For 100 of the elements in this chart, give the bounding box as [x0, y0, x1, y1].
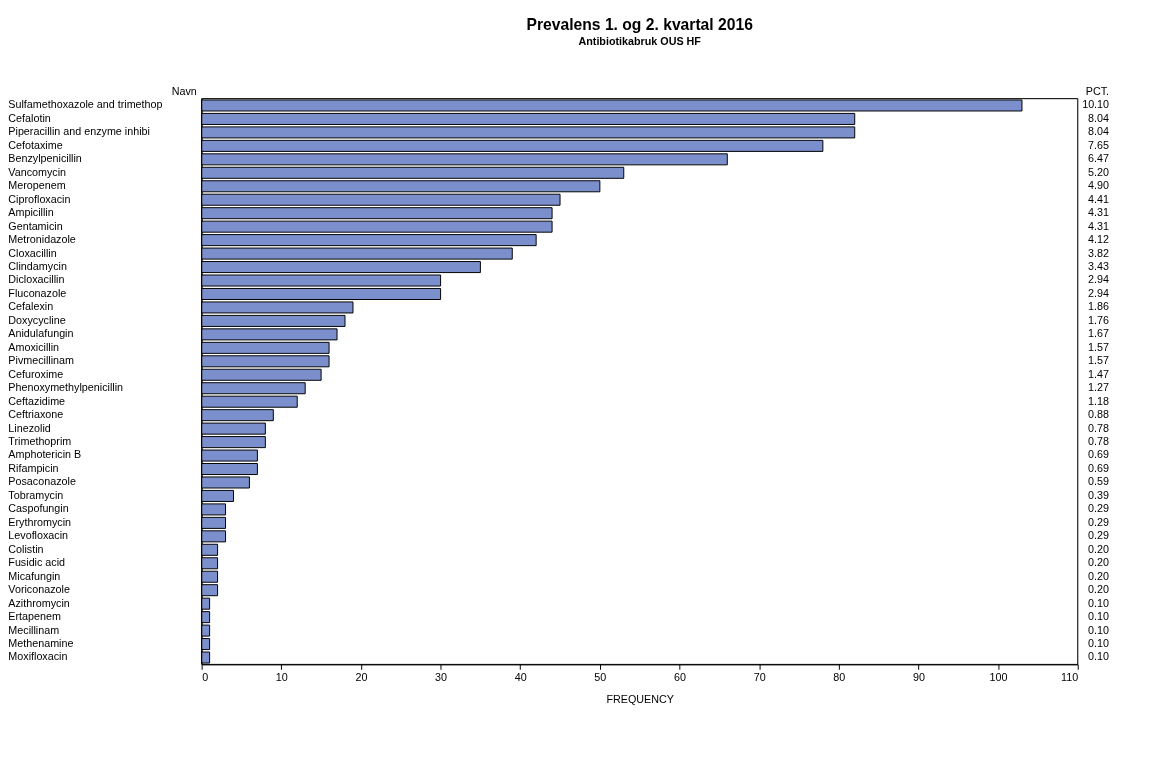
y-tick-label: Ciprofloxacin	[8, 192, 71, 205]
text: 0.10	[1088, 596, 1110, 609]
text: 4.31	[1088, 206, 1110, 219]
text: 0.78	[1088, 435, 1110, 448]
y-tick-label: Dicloxacillin	[8, 273, 65, 286]
text: 2.94	[1088, 273, 1110, 286]
text: 0.20	[1088, 542, 1110, 555]
x-tick-label: 100	[989, 670, 1008, 683]
y-tick-label: Benzylpenicillin	[8, 152, 82, 165]
y-axis-title: Navn	[171, 84, 197, 97]
text: 0.29	[1088, 515, 1110, 528]
text: 0.20	[1088, 569, 1110, 582]
y-tick-label: Micafungin	[8, 569, 61, 582]
x-tick-label: 40	[514, 670, 527, 683]
y-tick-label: Azithromycin	[8, 596, 70, 609]
y-tick-label: Voriconazole	[8, 583, 70, 596]
text: 1.27	[1088, 381, 1110, 394]
y-tick-label: Levofloxacin	[8, 529, 69, 542]
x-tick-label: 110	[1061, 670, 1079, 683]
y-tick-label: Posaconazole	[8, 475, 76, 488]
y-tick-label: Clindamycin	[8, 259, 67, 272]
text: 0.69	[1088, 448, 1110, 461]
x-tick-label: 10	[275, 670, 288, 683]
text: 1.57	[1088, 340, 1110, 353]
y-tick-label: Ertapenem	[8, 610, 61, 623]
x-tick-label: 80	[833, 670, 846, 683]
y-tick-label: Moxifloxacin	[8, 650, 68, 663]
text: 1.76	[1088, 313, 1110, 326]
text: 6.47	[1088, 152, 1110, 165]
text: 1.86	[1088, 300, 1110, 313]
text: 1.18	[1088, 394, 1110, 407]
y-tick-label: Piperacillin and enzyme inhibi	[8, 125, 150, 138]
y-tick-label: Rifampicin	[8, 461, 59, 474]
y-tick-label: Amoxicillin	[8, 340, 60, 353]
text: 4.90	[1088, 179, 1110, 192]
y-tick-label: Cloxacillin	[8, 246, 57, 259]
text: 8.04	[1088, 125, 1110, 138]
y-tick-label: Tobramycin	[8, 488, 64, 501]
y-tick-label: Cefotaxime	[8, 138, 63, 151]
text: 0.39	[1088, 488, 1110, 501]
text: 0.10	[1088, 650, 1110, 663]
text: 2.94	[1088, 286, 1110, 299]
y-tick-label: Cefuroxime	[8, 367, 64, 380]
text: 0.10	[1088, 623, 1110, 636]
y-tick-label: Sulfamethoxazole and trimethop	[8, 98, 163, 111]
y-tick-label: Ceftazidime	[8, 394, 66, 407]
y2-axis-title: PCT.	[1085, 84, 1110, 97]
text: 4.31	[1088, 219, 1110, 232]
y-tick-label: Mecillinam	[8, 623, 60, 636]
text: 0.59	[1088, 475, 1110, 488]
text: 0.20	[1088, 583, 1110, 596]
text: 5.20	[1088, 165, 1110, 178]
x-tick-label: 60	[674, 670, 686, 683]
y-tick-label: Vancomycin	[8, 165, 67, 178]
x-tick-label: 20	[355, 670, 368, 683]
text: 0.20	[1088, 556, 1110, 569]
text: 0.10	[1088, 610, 1110, 623]
y-tick-label: Gentamicin	[8, 219, 63, 232]
y-tick-label: Cefalexin	[8, 300, 54, 313]
y-tick-label: Phenoxymethylpenicillin	[8, 381, 124, 394]
text: 0.88	[1088, 408, 1110, 421]
text: 7.65	[1088, 138, 1110, 151]
text: 0.10	[1088, 637, 1110, 649]
text: 3.82	[1088, 246, 1110, 259]
y-tick-label: Anidulafungin	[8, 327, 74, 340]
y-tick-label: Ceftriaxone	[8, 408, 64, 421]
text: 0.29	[1088, 529, 1110, 542]
text: 0.29	[1088, 502, 1110, 515]
x-tick-label: 50	[594, 670, 607, 683]
y-tick-label: Caspofungin	[8, 502, 69, 515]
y-tick-label: Methenamine	[8, 637, 74, 649]
y-tick-label: Erythromycin	[8, 515, 72, 528]
x-tick-label: 30	[435, 670, 448, 683]
text: 3.43	[1088, 259, 1110, 272]
y-tick-label: Colistin	[8, 542, 44, 555]
text: 0.78	[1088, 421, 1110, 434]
text: 10.10	[1082, 98, 1110, 111]
y-tick-label: Linezolid	[8, 421, 51, 434]
y-tick-label: Meropenem	[8, 179, 66, 192]
text: 4.12	[1088, 233, 1110, 246]
x-tick-label: 90	[912, 670, 925, 683]
chart-subtitle: Antibiotikabruk OUS HF	[578, 34, 702, 47]
text: 1.57	[1088, 354, 1110, 367]
chart-title: Prevalens 1. og 2. kvartal 2016	[526, 16, 754, 34]
y-tick-label: Ampicillin	[8, 206, 54, 219]
text: 8.04	[1088, 111, 1110, 124]
text: 4.41	[1088, 192, 1110, 205]
y-tick-label: Pivmecillinam	[8, 354, 75, 367]
y-tick-label: Cefalotin	[8, 111, 51, 124]
text: 0.69	[1088, 461, 1110, 474]
text: 1.47	[1088, 367, 1110, 380]
y-tick-label: Fusidic acid	[8, 556, 66, 569]
y-tick-label: Fluconazole	[8, 286, 67, 299]
x-axis-title: FREQUENCY	[606, 693, 674, 706]
y-tick-label: Amphotericin B	[8, 448, 82, 461]
text: 1.67	[1088, 327, 1110, 340]
y-tick-label: Doxycycline	[8, 313, 66, 326]
y-tick-label: Metronidazole	[8, 233, 76, 246]
x-tick-label: 0	[202, 670, 209, 683]
x-tick-label: 70	[753, 670, 766, 683]
